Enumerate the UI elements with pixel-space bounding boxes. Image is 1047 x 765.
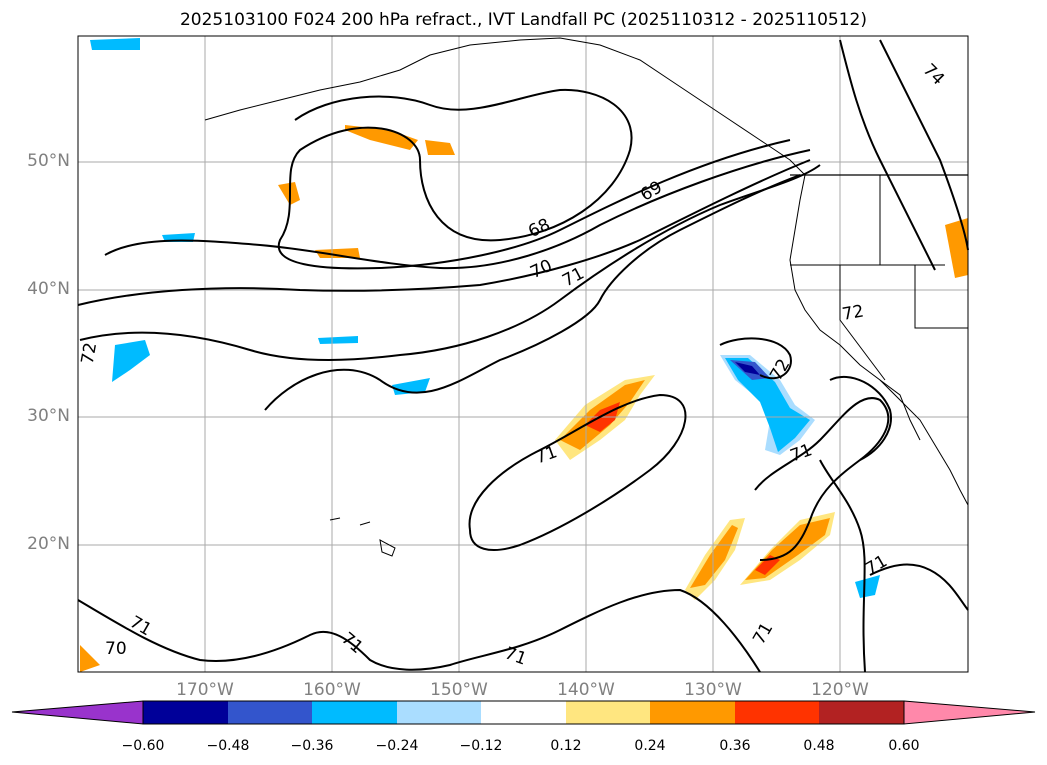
negative-anomaly-shading xyxy=(90,38,880,598)
contour-label: 72 xyxy=(78,341,101,366)
colorbar-tick-label: 0.60 xyxy=(888,738,920,754)
contour-label: 71 xyxy=(126,612,155,640)
colorbar-outline xyxy=(142,700,905,725)
colorbar-tick-label: −0.36 xyxy=(290,738,334,754)
contour-label: 71 xyxy=(749,619,777,648)
lon-label-160w: 160°W xyxy=(303,680,361,700)
colorbar-tick-label: −0.48 xyxy=(206,738,250,754)
colorbar-segment xyxy=(397,701,481,724)
contour-label: 68 xyxy=(525,215,553,242)
colorbar-extend-low xyxy=(11,700,144,725)
colorbar-segment xyxy=(819,701,904,724)
colorbar-tick-label: −0.60 xyxy=(121,738,165,754)
contour-label: 70 xyxy=(527,256,555,283)
colorbar xyxy=(11,700,1036,725)
contour-label: 72 xyxy=(841,301,866,324)
colorbar-tick-label: 0.48 xyxy=(803,738,835,754)
lon-label-120w: 120°W xyxy=(811,680,869,700)
colorbar-tick-label: −0.24 xyxy=(375,738,419,754)
contour-label: 71 xyxy=(502,643,529,669)
positive-anomaly-shading xyxy=(80,125,968,672)
lon-label-130w: 130°W xyxy=(684,680,742,700)
lat-label-40n: 40°N xyxy=(27,279,70,299)
colorbar-segment xyxy=(312,701,397,724)
colorbar-extend-high xyxy=(903,700,1036,725)
map-panel: 68 69 70 71 72 74 71 71 71 71 71 71 70 7… xyxy=(77,35,969,673)
contour-label: 71 xyxy=(533,442,560,468)
contour-label: 74 xyxy=(919,60,948,89)
lon-label-170w: 170°W xyxy=(176,680,234,700)
colorbar-segment xyxy=(228,701,312,724)
contour-label: 70 xyxy=(105,639,127,659)
lat-label-50n: 50°N xyxy=(27,151,70,171)
colorbar-segment xyxy=(735,701,819,724)
map-frame xyxy=(77,35,969,673)
lon-label-150w: 150°W xyxy=(430,680,488,700)
colorbar-segment xyxy=(481,701,566,724)
contour-label: 71 xyxy=(862,551,891,579)
colorbar-tick-label: 0.36 xyxy=(719,738,751,754)
map-title: 2025103100 F024 200 hPa refract., IVT La… xyxy=(179,10,867,30)
colorbar-segment xyxy=(143,701,228,724)
lon-label-140w: 140°W xyxy=(557,680,615,700)
colorbar-tick-label: 0.24 xyxy=(634,738,666,754)
contour-label: 71 xyxy=(559,264,587,292)
colorbar-segment xyxy=(650,701,735,724)
lat-label-30n: 30°N xyxy=(27,406,70,426)
colorbar-segment xyxy=(566,701,650,724)
lat-label-20n: 20°N xyxy=(27,534,70,554)
coastlines xyxy=(204,37,969,557)
colorbar-tick-label: 0.12 xyxy=(550,738,582,754)
contour-labels: 68 69 70 71 72 74 71 71 71 71 71 71 70 7… xyxy=(78,60,948,670)
refractivity-contours xyxy=(77,39,969,673)
colorbar-tick-label: −0.12 xyxy=(459,738,503,754)
graticule xyxy=(78,36,968,672)
